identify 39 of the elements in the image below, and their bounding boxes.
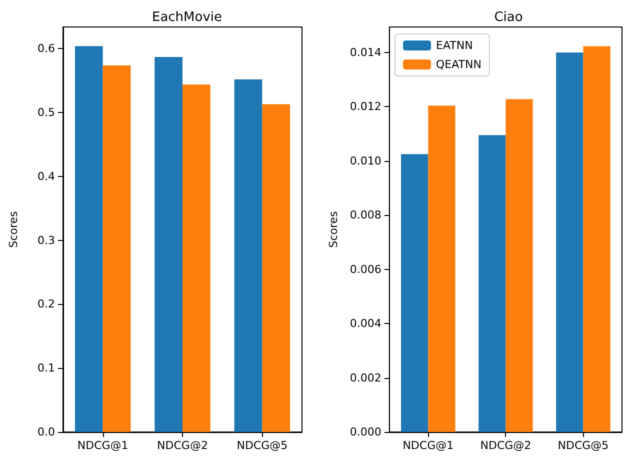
y-tick-label: 0.3 [38, 234, 55, 247]
x-tick-label: NDCG@2 [157, 439, 208, 452]
chart-title: Ciao [494, 10, 523, 25]
legend-label: QEATNN [436, 58, 482, 71]
bar [74, 46, 103, 432]
y-tick-label: 0.004 [350, 317, 382, 330]
bar [428, 106, 456, 432]
bar [234, 79, 262, 432]
bar [262, 104, 290, 432]
y-tick-label: 0.2 [38, 298, 55, 311]
bar [556, 52, 584, 432]
bar [401, 154, 428, 432]
x-tick-label: NDCG@2 [480, 439, 532, 452]
y-tick-label: 0.008 [350, 208, 382, 222]
bar [506, 99, 533, 432]
bar [478, 135, 506, 432]
legend-label: EATNN [436, 39, 473, 52]
y-tick-label: 0.4 [38, 170, 55, 183]
y-tick-label: 0.012 [350, 100, 382, 114]
x-tick-label: NDCG@5 [558, 439, 609, 452]
y-tick-label: 0.010 [350, 154, 382, 168]
y-tick-label: 0.002 [350, 371, 382, 384]
chart-title: EachMovie [152, 10, 222, 25]
y-tick-label: 0.5 [38, 106, 55, 120]
y-axis-title: Scores [7, 210, 20, 248]
y-tick-label: 0.014 [350, 46, 382, 59]
bar [182, 84, 210, 432]
y-tick-label: 0.000 [350, 426, 382, 438]
y-tick-label: 0.1 [38, 362, 55, 375]
x-tick-label: NDCG@1 [402, 439, 454, 452]
y-tick-label: 0.0 [38, 426, 55, 438]
bar [583, 46, 610, 432]
y-axis-title: Scores [327, 210, 340, 248]
bar [154, 57, 182, 432]
y-tick-label: 0.006 [350, 262, 382, 276]
x-tick-label: NDCG@5 [236, 439, 288, 452]
bar [102, 65, 131, 432]
y-tick-label: 0.6 [38, 42, 55, 56]
x-tick-label: NDCG@1 [77, 439, 128, 452]
